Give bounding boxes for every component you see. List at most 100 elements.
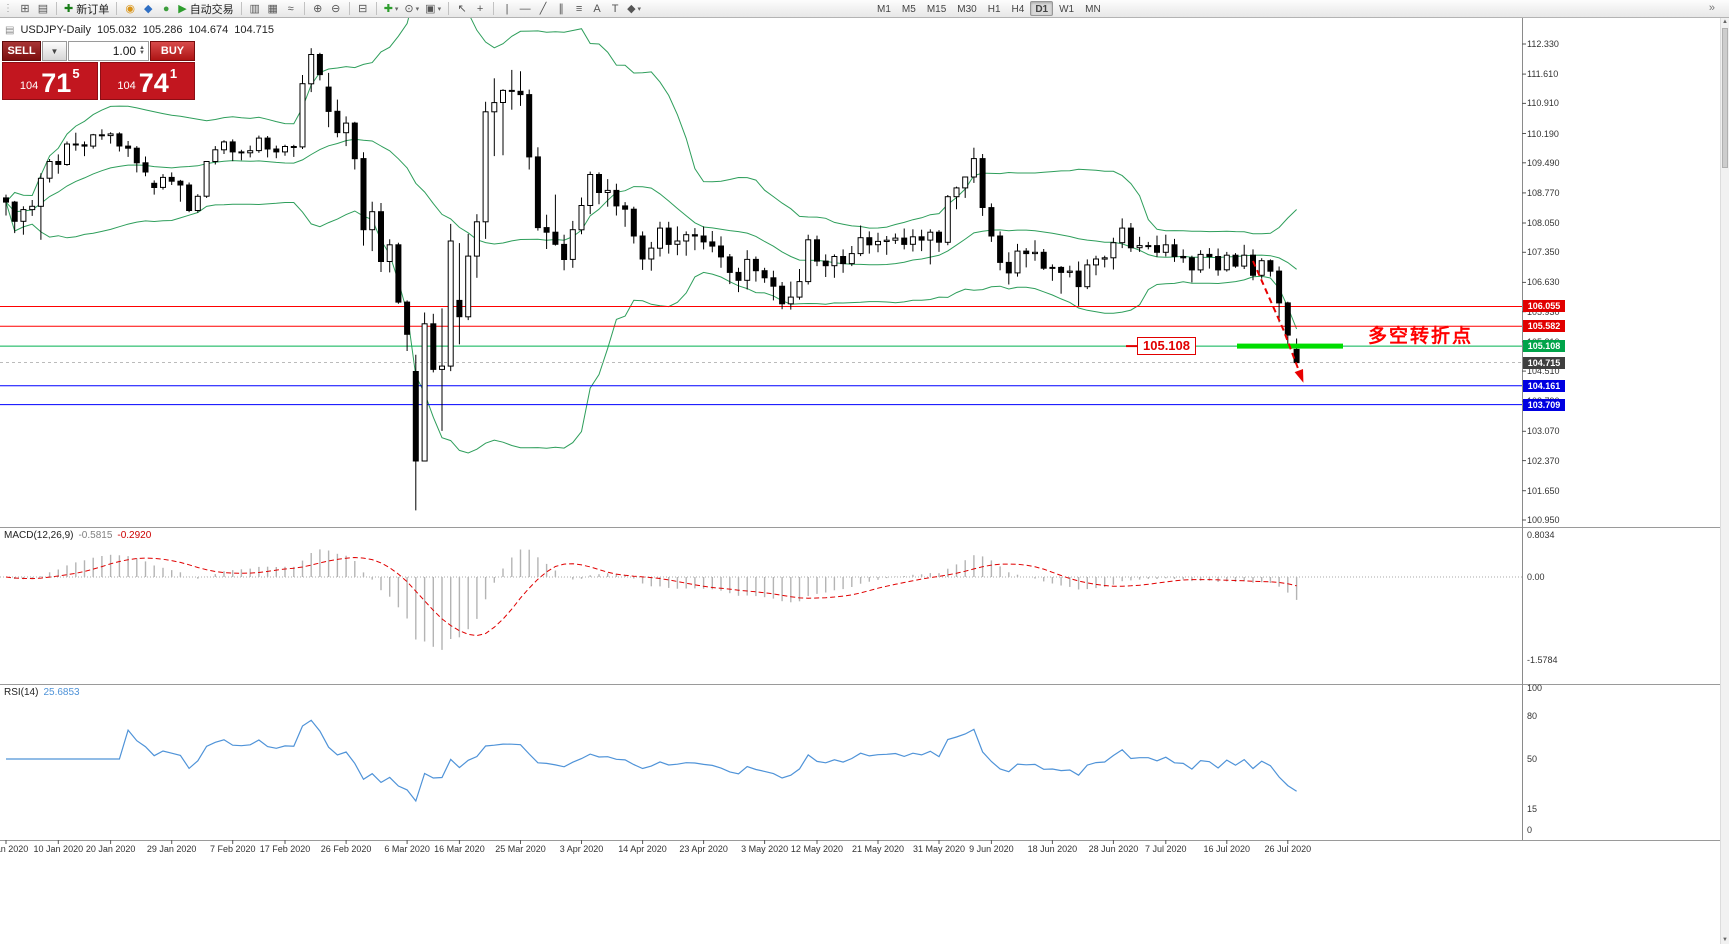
toolbar-overflow-icon[interactable]: » bbox=[1708, 2, 1715, 14]
market-button[interactable]: ◆ bbox=[139, 1, 157, 17]
price-level-callout[interactable]: 105.108 bbox=[1137, 337, 1196, 356]
bear-candle bbox=[116, 133, 123, 147]
bull-candle bbox=[465, 255, 472, 318]
buy-button[interactable]: BUY bbox=[150, 41, 195, 61]
macd-indicator-label: MACD(12,26,9) -0.5815 -0.2920 bbox=[4, 530, 151, 541]
zoom-in-button[interactable]: ⊕ bbox=[309, 1, 327, 17]
bull-candle bbox=[1223, 254, 1230, 271]
bear-candle bbox=[814, 239, 820, 262]
bear-candle bbox=[543, 227, 550, 233]
fibonacci-tool-button[interactable]: ≡ bbox=[570, 1, 588, 17]
timeframe-m5-button[interactable]: M5 bbox=[901, 4, 916, 15]
timeframe-w1-button[interactable]: W1 bbox=[1059, 4, 1075, 15]
spin-down-icon[interactable]: ▼ bbox=[139, 50, 145, 56]
bear-candle bbox=[665, 227, 672, 245]
timeframe-m1-button[interactable]: M1 bbox=[877, 4, 891, 15]
bull-candle bbox=[674, 240, 681, 245]
new-chart-button[interactable]: ⊞ bbox=[16, 1, 34, 17]
timeframe-m30-button[interactable]: M30 bbox=[957, 4, 977, 15]
ask-figure: 104 bbox=[117, 80, 136, 92]
templates-button[interactable]: ▣ ▾ bbox=[422, 1, 444, 17]
turning-point-text[interactable]: 多空转折点 bbox=[1368, 326, 1474, 347]
chevron-down-icon: ▾ bbox=[415, 5, 420, 13]
cursor-button[interactable]: ↖ bbox=[453, 1, 471, 17]
macd-signal-value: -0.2920 bbox=[117, 530, 152, 541]
toolbar-grip-icon[interactable]: ⋮ bbox=[3, 3, 13, 14]
profiles-button[interactable]: ▤ bbox=[34, 1, 52, 17]
bull-candle bbox=[212, 149, 219, 163]
candlestick-icon: ▦ bbox=[267, 3, 278, 15]
trendline-tool-button[interactable]: ╱ bbox=[534, 1, 552, 17]
indicators-button[interactable]: ✚ ▾ bbox=[381, 1, 402, 17]
current-price-flag: 104.715 bbox=[1523, 356, 1565, 369]
timeframe-d1-button[interactable]: D1 bbox=[1030, 1, 1054, 16]
autotrade-button[interactable]: ▶ 自动交易 bbox=[175, 1, 236, 17]
volume-input[interactable]: 1.00 ▲ ▼ bbox=[68, 41, 149, 61]
channel-tool-button[interactable]: ∥ bbox=[552, 1, 570, 17]
bear-candle bbox=[1023, 250, 1030, 255]
ask-price-box[interactable]: 104 74 1 bbox=[99, 62, 195, 100]
date-axis-label: 7 Feb 2020 bbox=[209, 844, 256, 854]
label-tool-button[interactable]: T bbox=[606, 1, 624, 17]
zoom-out-button[interactable]: ⊖ bbox=[327, 1, 345, 17]
crosshair-button[interactable]: + bbox=[471, 1, 489, 17]
vertical-scrollbar[interactable]: ▲ ▼ bbox=[1720, 18, 1729, 944]
bear-candle bbox=[264, 137, 271, 150]
bid-figure: 104 bbox=[19, 80, 39, 92]
bull-candle bbox=[160, 176, 166, 188]
zoom-in-icon: ⊕ bbox=[313, 3, 323, 15]
candlestick-mode-button[interactable]: ▦ bbox=[264, 1, 282, 17]
down-arrow-annotation[interactable] bbox=[1252, 260, 1303, 380]
timeframe-h1-button[interactable]: H1 bbox=[987, 4, 1001, 15]
horizontal-line-tool-button[interactable]: — bbox=[516, 1, 534, 17]
bid-price-box[interactable]: 104 71 5 bbox=[2, 62, 98, 100]
signals-icon: ● bbox=[162, 2, 170, 15]
shapes-tool-button[interactable]: ◆ ▾ bbox=[624, 1, 644, 17]
chart-window: ▤ USDJPY-Daily 105.032 105.286 104.674 1… bbox=[0, 18, 1729, 944]
bar-chart-mode-button[interactable]: ▥ bbox=[246, 1, 264, 17]
line-chart-mode-button[interactable]: ≈ bbox=[282, 1, 300, 17]
chart-canvas[interactable] bbox=[0, 18, 1729, 944]
volume-spinner[interactable]: ▲ ▼ bbox=[139, 45, 145, 56]
price-axis-label: 102.370 bbox=[1527, 455, 1560, 466]
bear-candle bbox=[186, 184, 193, 211]
signals-button[interactable]: ● bbox=[157, 1, 175, 17]
new-order-button[interactable]: ✚ 新订单 bbox=[61, 1, 112, 17]
bear-candle bbox=[142, 162, 149, 173]
date-axis-label: 10 Jan 2020 bbox=[33, 844, 84, 854]
text-tool-button[interactable]: A bbox=[588, 1, 606, 17]
chevron-down-icon: ▾ bbox=[437, 5, 442, 13]
periods-button[interactable]: ⊙ ▾ bbox=[401, 1, 422, 17]
tile-windows-button[interactable]: ⊟ bbox=[354, 1, 372, 17]
spin-up-icon[interactable]: ▲ bbox=[139, 45, 145, 51]
scrollbar-thumb[interactable] bbox=[1722, 28, 1728, 168]
scroll-up-icon[interactable]: ▲ bbox=[1722, 19, 1728, 25]
order-type-dropdown[interactable]: ▼ bbox=[42, 41, 67, 61]
date-axis-label: 26 Feb 2020 bbox=[320, 844, 372, 854]
vertical-line-tool-button[interactable]: | bbox=[498, 1, 516, 17]
date-axis-label: 26 Jul 2020 bbox=[1264, 844, 1312, 854]
timeframe-h4-button[interactable]: H4 bbox=[1011, 4, 1025, 15]
bear-candle bbox=[1206, 253, 1213, 257]
timeframe-mn-button[interactable]: MN bbox=[1085, 4, 1101, 15]
bull-candle bbox=[657, 227, 663, 249]
chart-symbol-icon: ▤ bbox=[5, 24, 15, 36]
arrowhead-icon bbox=[1294, 368, 1304, 383]
bear-candle bbox=[378, 211, 384, 262]
autotrade-play-icon: ▶ bbox=[178, 3, 187, 15]
level-price-flag: 104.161 bbox=[1523, 379, 1565, 392]
toolbar-separator bbox=[375, 2, 377, 15]
scroll-down-icon[interactable]: ▼ bbox=[1722, 937, 1728, 943]
alerts-button[interactable]: ◉ bbox=[121, 1, 139, 17]
bollinger-upper-band bbox=[5, 18, 1297, 235]
profiles-icon: ▤ bbox=[37, 3, 49, 15]
bear-candle bbox=[691, 234, 698, 237]
bear-candle bbox=[735, 271, 742, 281]
bear-candle bbox=[1188, 257, 1195, 271]
bear-candle bbox=[351, 122, 358, 160]
macd-axis-label: 0.8034 bbox=[1527, 529, 1555, 540]
sell-button[interactable]: SELL bbox=[2, 41, 41, 61]
bear-candle bbox=[979, 158, 986, 209]
timeframe-m15-button[interactable]: M15 bbox=[926, 4, 947, 15]
date-axis-label: 6 Mar 2020 bbox=[384, 844, 430, 854]
